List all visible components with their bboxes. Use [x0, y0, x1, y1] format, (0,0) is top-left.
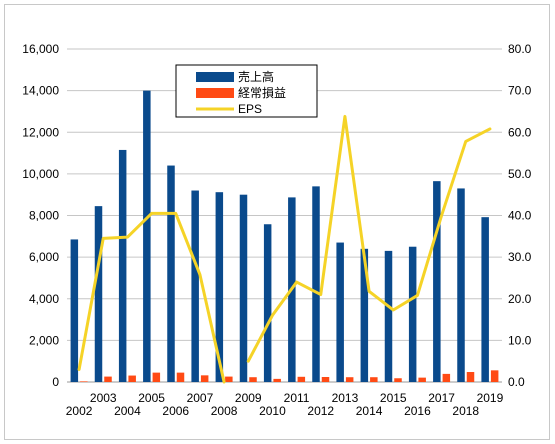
ordinary-profit-bar — [418, 377, 426, 382]
right-tick-label: 30.0 — [508, 250, 532, 264]
x-axis-ticks: 2002200320042005200620072008200920102011… — [66, 391, 504, 418]
x-tick-label: 2007 — [187, 391, 214, 405]
ordinary-profit-bar — [249, 377, 257, 382]
sales-bar — [408, 246, 417, 382]
sales-bar — [384, 250, 393, 382]
x-tick-label: 2011 — [284, 391, 310, 405]
x-tick-label: 2017 — [428, 391, 455, 405]
left-tick-label: 2,000 — [29, 333, 59, 347]
left-axis-ticks: 0 2,000 4,000 6,000 8,000 10,000 12,000 14,000 1… — [22, 42, 59, 389]
legend-label: 経常損益 — [238, 85, 286, 100]
gridlines — [67, 48, 502, 383]
x-tick-label: 2016 — [404, 404, 431, 418]
x-tick-label: 2014 — [356, 404, 383, 418]
sales-bar — [167, 165, 175, 382]
ordinary-profit-bar — [80, 381, 88, 382]
sales-bar — [70, 239, 79, 382]
x-tick-label: 2018 — [452, 404, 479, 418]
x-tick-label: 2005 — [138, 391, 165, 405]
left-tick-label: 16,000 — [22, 42, 59, 56]
right-axis-ticks: 0.0 10.0 20.0 30.0 40.0 50.0 60.0 70.0 80.0 — [508, 42, 532, 389]
ordinary-profit-bar — [176, 372, 185, 382]
ordinary-profit-bar — [104, 376, 112, 382]
left-tick-label: 6,000 — [29, 250, 59, 264]
x-tick-label: 2009 — [235, 391, 262, 405]
right-tick-label: 60.0 — [508, 125, 532, 139]
right-tick-label: 10.0 — [508, 333, 532, 347]
sales-bar — [457, 188, 465, 382]
legend-swatch — [196, 72, 234, 82]
ordinary-profit-bar — [466, 372, 475, 382]
ordinary-profit-bar — [394, 378, 402, 382]
x-tick-label: 2012 — [307, 404, 334, 418]
ordinary-profit-bar — [370, 377, 378, 382]
right-tick-label: 80.0 — [508, 42, 532, 56]
left-tick-label: 10,000 — [22, 167, 59, 181]
ordinary-profit-bar — [442, 373, 451, 382]
ordinary-profit-bar — [345, 377, 354, 382]
sales-bar — [191, 190, 199, 382]
eps-line-path — [77, 114, 492, 384]
ordinary-profit-bar — [297, 376, 306, 382]
right-tick-label: 0.0 — [508, 375, 525, 389]
x-tick-label: 2004 — [114, 404, 141, 418]
ordinary-profit-bar — [200, 375, 209, 382]
x-tick-label: 2019 — [477, 391, 504, 405]
sales-bar — [215, 192, 224, 382]
x-tick-label: 2008 — [211, 404, 238, 418]
right-tick-label: 50.0 — [508, 167, 532, 181]
ordinary-profit-bar — [152, 372, 161, 382]
left-tick-label: 14,000 — [22, 84, 59, 98]
eps-line — [77, 114, 492, 384]
sales-bar — [433, 181, 441, 382]
sales-bar — [239, 194, 248, 382]
legend-swatch — [196, 88, 234, 98]
left-tick-label: 8,000 — [29, 209, 59, 223]
x-tick-label: 2013 — [332, 391, 359, 405]
sales-bar — [481, 217, 489, 382]
ordinary-profit-bar — [128, 375, 136, 382]
ordinary-profit-bar — [321, 377, 330, 382]
sales-bar — [312, 186, 320, 382]
right-tick-label: 40.0 — [508, 209, 532, 223]
right-tick-label: 20.0 — [508, 292, 532, 306]
sales-bar — [360, 248, 369, 382]
x-tick-label: 2006 — [162, 404, 189, 418]
x-tick-label: 2015 — [380, 391, 407, 405]
sales-bar — [94, 206, 103, 382]
right-tick-label: 70.0 — [508, 84, 532, 98]
sales-bar — [263, 224, 272, 382]
x-tick-label: 2002 — [66, 404, 93, 418]
sales-bar — [118, 149, 127, 382]
x-tick-label: 2010 — [259, 404, 286, 418]
ordinary-profit-bar — [225, 376, 233, 382]
left-tick-label: 0 — [52, 375, 59, 389]
legend-label: EPS — [238, 102, 262, 116]
left-tick-label: 4,000 — [29, 292, 59, 306]
x-tick-label: 2003 — [90, 391, 117, 405]
left-tick-label: 12,000 — [22, 125, 59, 139]
ordinary-profit-bar — [490, 370, 499, 382]
sales-bar — [143, 90, 151, 382]
sales-bar — [336, 242, 344, 382]
ordinary-profit-bar — [273, 378, 281, 382]
legend-label: 売上高 — [238, 69, 274, 84]
